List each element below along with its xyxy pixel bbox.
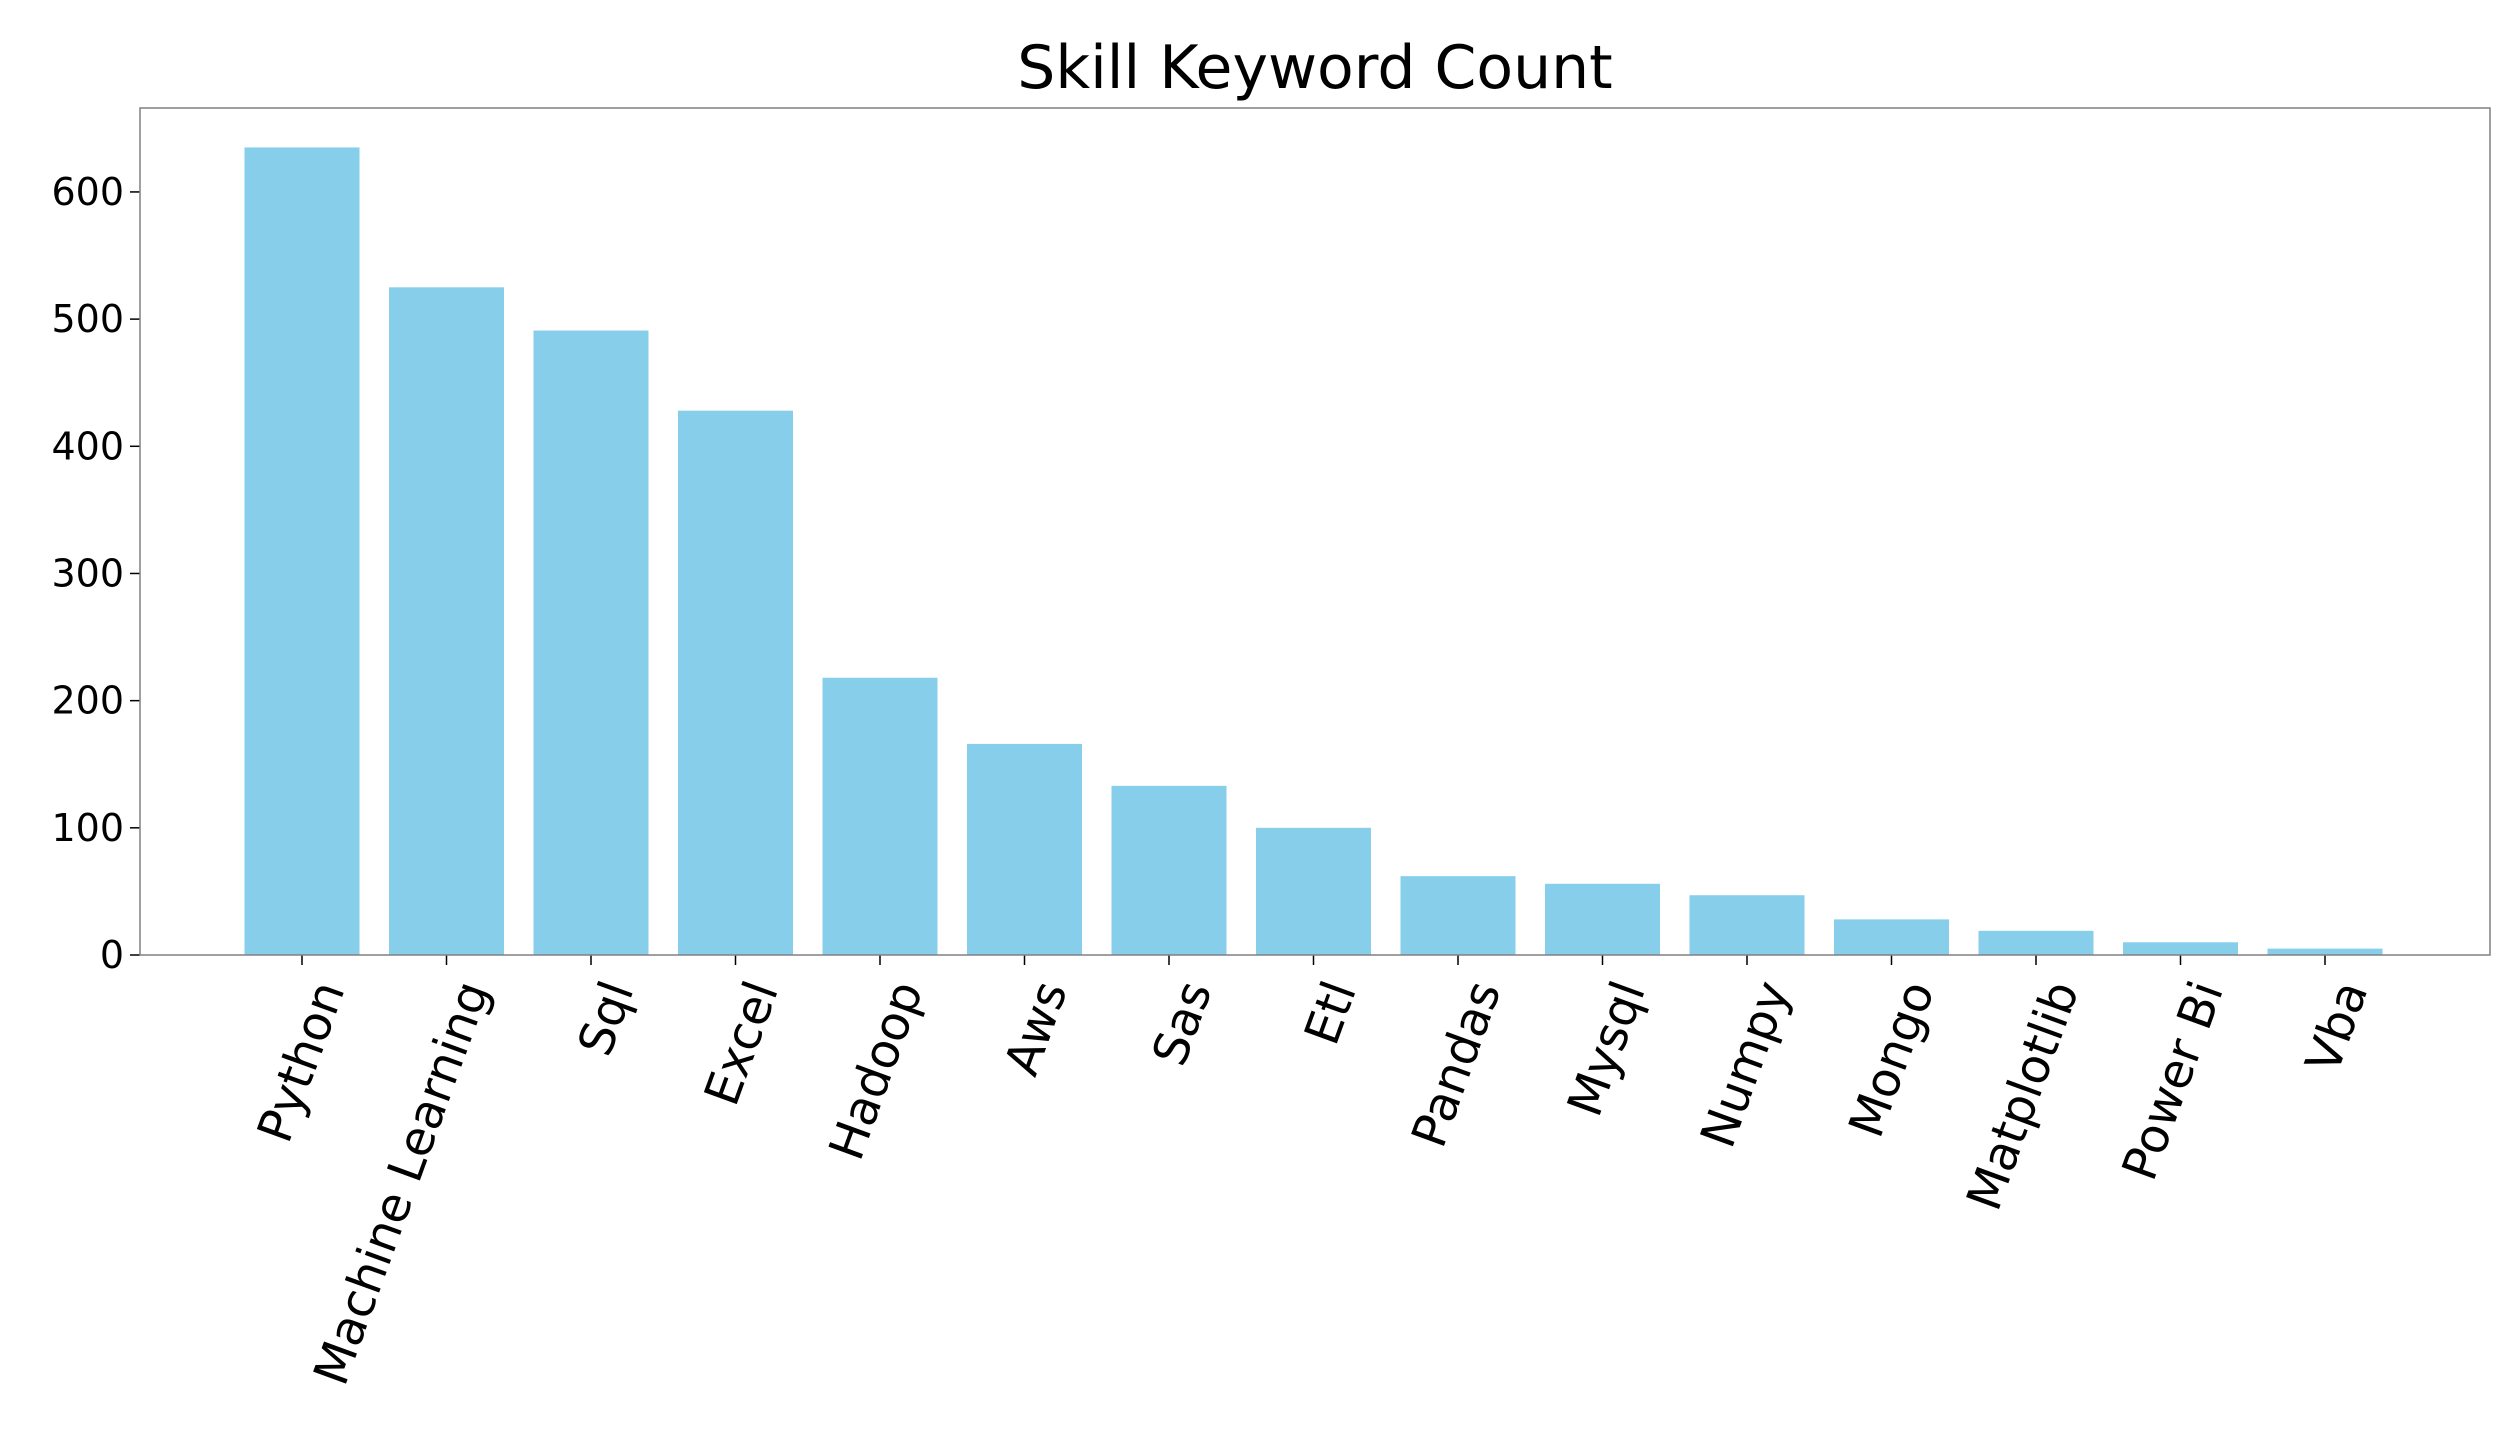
y-tick-label: 500 xyxy=(51,297,124,341)
x-tick-label: Hadoop xyxy=(818,974,934,1167)
bar-sql xyxy=(533,330,649,955)
chart-title: Skill Keyword Count xyxy=(1017,33,1613,103)
bar-hadoop xyxy=(822,677,938,955)
x-tick-label: Vba xyxy=(2295,974,2379,1080)
y-tick-label: 200 xyxy=(51,679,124,723)
bar-excel xyxy=(678,410,793,956)
x-tick-label: Mongo xyxy=(1838,974,1946,1144)
bar-mysql xyxy=(1545,883,1660,955)
bar-machine-learning xyxy=(389,287,504,955)
x-tick-label: Aws xyxy=(994,974,1079,1083)
bar-vba xyxy=(2267,948,2383,955)
x-tick-label: Etl xyxy=(1294,974,1368,1052)
bar-sas xyxy=(1111,785,1227,955)
bar-etl xyxy=(1256,827,1371,955)
y-tick-label: 600 xyxy=(51,170,124,214)
x-tick-label: Python xyxy=(247,974,357,1150)
plot-frame xyxy=(139,107,2491,956)
x-tick-label: Pandas xyxy=(1401,974,1512,1154)
x-tick-label: Excel xyxy=(694,974,790,1113)
y-tick-label: 0 xyxy=(100,933,124,977)
x-tick-label: Power Bi xyxy=(2112,974,2235,1187)
bar-aws xyxy=(967,743,1082,955)
bar-python xyxy=(244,147,360,955)
bar-mongo xyxy=(1834,919,1949,955)
y-tick-label: 300 xyxy=(51,551,124,595)
bar-power-bi xyxy=(2123,942,2238,955)
bar-numpy xyxy=(1689,895,1805,955)
x-tick-label: Mysql xyxy=(1557,974,1657,1123)
y-tick-label: 100 xyxy=(51,806,124,850)
y-tick-label: 400 xyxy=(51,424,124,468)
bars-layer xyxy=(244,147,2383,956)
x-tick-label: Sql xyxy=(567,974,645,1063)
y-axis: 0 100 200 300 400 500 600 xyxy=(51,170,140,977)
x-tick-label: Numpy xyxy=(1690,974,1801,1155)
bar-pandas xyxy=(1400,876,1516,955)
x-tick-label: Matplotlib xyxy=(1956,974,2090,1218)
x-tick-label: Sas xyxy=(1142,974,1224,1073)
bar-matplotlib xyxy=(1978,930,2094,955)
